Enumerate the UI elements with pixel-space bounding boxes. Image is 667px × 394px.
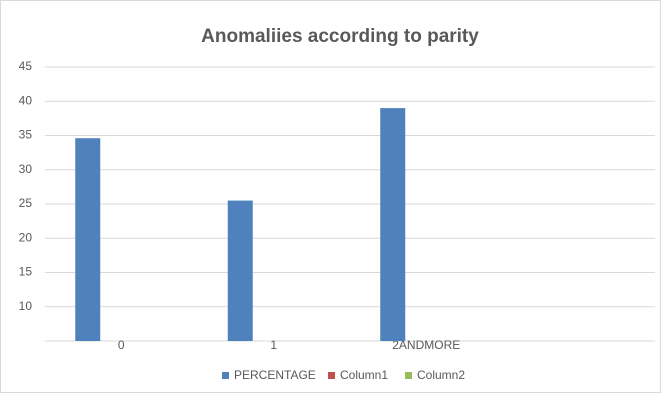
bar — [227, 200, 253, 341]
legend-swatch — [405, 372, 412, 379]
x-tick-label: 1 — [270, 338, 277, 352]
y-tick-label: 10 — [19, 299, 33, 313]
legend-swatch — [328, 372, 335, 379]
y-tick-label: 25 — [19, 196, 33, 210]
y-tick-label: 15 — [19, 265, 33, 279]
legend-label: PERCENTAGE — [234, 368, 316, 382]
legend-label: Column1 — [340, 368, 388, 382]
x-tick-label: 0 — [118, 338, 125, 352]
chart-title: Anomaliies according to parity — [201, 26, 479, 47]
y-tick-label: 40 — [19, 93, 33, 107]
bar — [75, 138, 101, 341]
y-tick-label: 20 — [19, 230, 33, 244]
y-tick-label: 45 — [19, 59, 33, 73]
bar — [380, 108, 406, 341]
y-tick-label: 30 — [19, 162, 33, 176]
legend-label: Column2 — [417, 368, 465, 382]
y-tick-label: 35 — [19, 128, 33, 142]
x-tick-label: 2ANDMORE — [392, 338, 460, 352]
legend-swatch — [222, 372, 229, 379]
